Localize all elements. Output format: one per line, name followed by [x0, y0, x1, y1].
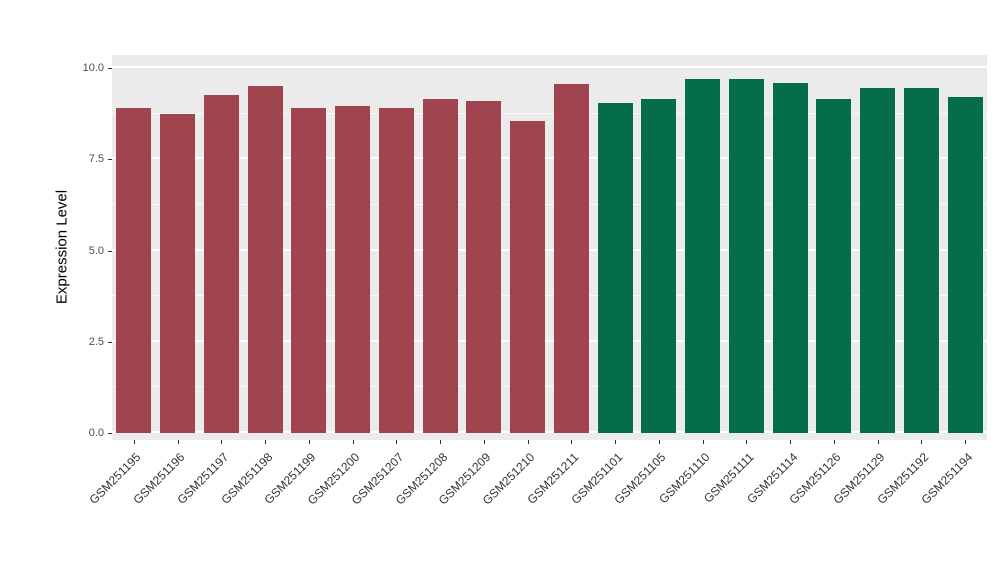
- y-tick-mark: [108, 68, 112, 69]
- bar-GSM251208: [422, 99, 458, 433]
- x-tick-mark: [177, 440, 179, 444]
- minor-gridline: [112, 386, 987, 388]
- bar-slot: [768, 55, 812, 433]
- x-tick-mark: [658, 440, 660, 444]
- major-gridline: [112, 66, 987, 68]
- bar-slot: [200, 55, 244, 433]
- bar-GSM251105: [641, 99, 677, 433]
- bars: [112, 55, 987, 440]
- bar-GSM251126: [816, 99, 852, 433]
- bar-GSM251207: [378, 108, 414, 433]
- bar-slot: [812, 55, 856, 433]
- bar-slot: [681, 55, 725, 433]
- y-tick-label: 2.5: [88, 335, 104, 348]
- y-tick-label: 7.5: [88, 153, 104, 166]
- major-gridline: [112, 157, 987, 160]
- bar-GSM251197: [203, 95, 239, 433]
- x-tick-mark: [877, 440, 879, 444]
- y-tick-mark: [108, 433, 112, 434]
- bar-GSM251200: [335, 106, 371, 433]
- minor-gridline: [112, 112, 987, 114]
- x-tick-mark: [921, 440, 923, 444]
- bar-GSM251198: [247, 86, 283, 433]
- x-tick-mark: [440, 440, 442, 444]
- bar-slot: [637, 55, 681, 433]
- x-tick-mark: [396, 440, 398, 444]
- major-gridline: [112, 431, 987, 433]
- major-gridline: [112, 248, 987, 251]
- bar-slot: [418, 55, 462, 433]
- x-tick-mark: [221, 440, 223, 444]
- bar-GSM251194: [947, 97, 983, 433]
- bar-GSM251129: [860, 88, 896, 433]
- bar-GSM251195: [116, 108, 152, 433]
- x-tick-mark: [615, 440, 617, 444]
- x-tick-mark: [133, 440, 135, 444]
- bar-slot: [331, 55, 375, 433]
- y-tick-mark: [108, 341, 112, 343]
- bar-GSM251199: [291, 108, 327, 433]
- bar-slot: [725, 55, 769, 433]
- bar-slot: [243, 55, 287, 433]
- bar-GSM251114: [772, 82, 808, 433]
- y-tick-label: 10.0: [82, 62, 104, 74]
- bar-GSM251192: [903, 88, 939, 433]
- bar-GSM251101: [597, 102, 633, 433]
- bar-slot: [943, 55, 987, 433]
- x-tick-mark: [833, 440, 835, 444]
- bar-GSM251211: [553, 84, 589, 433]
- x-tick-mark: [571, 440, 573, 444]
- bar-slot: [375, 55, 419, 433]
- bar-slot: [900, 55, 944, 433]
- bar-GSM251110: [685, 78, 721, 433]
- bar-GSM251210: [510, 120, 546, 433]
- y-tick-label: 5.0: [88, 244, 104, 257]
- bar-slot: [112, 55, 156, 433]
- y-tick-mark: [108, 159, 112, 161]
- x-tick-mark: [308, 440, 310, 444]
- bar-slot: [550, 55, 594, 433]
- y-tick-mark: [108, 250, 112, 252]
- x-tick-mark: [790, 440, 792, 444]
- bar-GSM251196: [160, 113, 196, 433]
- x-axis-labels: GSM251195 GSM251196 GSM251197 GSM251198 GSM2…: [87, 448, 987, 573]
- bar-GSM251209: [466, 100, 502, 433]
- x-tick-mark: [265, 440, 267, 444]
- x-tick-mark: [483, 440, 485, 444]
- y-axis-ticks: 0.0 2.5 5.0 7.5 10.0: [0, 55, 104, 440]
- y-tick-label: 0.0: [88, 427, 104, 439]
- bar-slot: [593, 55, 637, 433]
- bar-GSM251111: [728, 78, 764, 433]
- bar-slot: [156, 55, 200, 433]
- x-tick-mark: [352, 440, 354, 444]
- x-tick-mark: [527, 440, 529, 444]
- minor-gridline: [112, 295, 987, 297]
- x-tick-mark: [702, 440, 704, 444]
- bar-slot: [506, 55, 550, 433]
- bar-slot: [856, 55, 900, 433]
- bar-slot: [462, 55, 506, 433]
- x-tick-mark: [746, 440, 748, 444]
- plot-panel: [112, 55, 987, 440]
- major-gridline: [112, 339, 987, 342]
- minor-gridline: [112, 203, 987, 205]
- bar-slot: [287, 55, 331, 433]
- x-tick-mark: [965, 440, 967, 444]
